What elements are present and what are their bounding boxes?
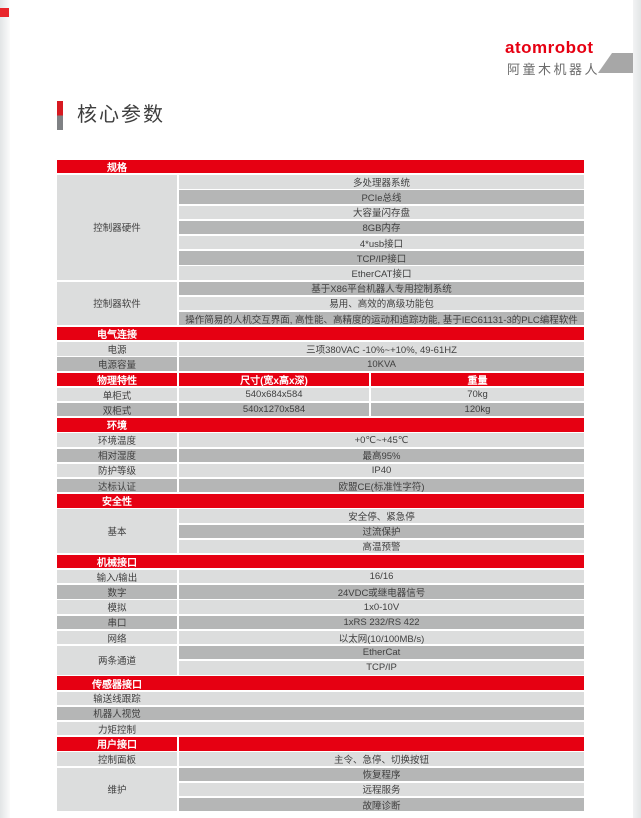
spec-label: 串口 <box>57 615 177 630</box>
page-left-margin <box>0 0 10 818</box>
spec-value: 70kg <box>371 387 584 402</box>
spec-value: 三项380VAC -10%~+10%, 49-61HZ <box>179 342 584 356</box>
section-header-cell: 重量 <box>371 372 584 387</box>
section-header-cell: 用户接口 <box>57 737 177 751</box>
section-header: 传感器接口 <box>57 676 584 690</box>
spec-value: 24VDC或继电器信号 <box>179 585 584 599</box>
spec-value: 故障诊断 <box>179 797 584 812</box>
spec-label: 电源容量 <box>57 357 177 371</box>
brand-logo-cn: 阿童木机器人 <box>507 62 601 77</box>
section-environment: 环境 环境温度 +0℃~+45℃ 相对湿度 最高95% 防护等级 IP40 达标认证 欧盟CE(… <box>57 418 584 493</box>
spec-value: 远程服务 <box>179 782 584 797</box>
spec-label: 两条通道 <box>57 646 177 675</box>
spec-value: 10KVA <box>179 357 584 371</box>
spec-value: 大容量闪存盘 <box>179 205 584 219</box>
spec-label: 控制器软件 <box>57 281 177 326</box>
section-electrical: 电气连接 电源 三项380VAC -10%~+10%, 49-61HZ 电源容量 10K… <box>57 327 584 371</box>
spec-label: 模拟 <box>57 600 177 614</box>
spec-label: 数字 <box>57 585 177 599</box>
spec-value: 高温预警 <box>179 539 584 554</box>
spec-row: 力矩控制 <box>57 721 584 736</box>
spec-label: 电源 <box>57 342 177 356</box>
spec-value: EtherCAT接口 <box>179 266 584 280</box>
spec-value: 基于X86平台机器人专用控制系统 <box>179 281 584 295</box>
spec-value: 120kg <box>371 403 584 417</box>
title-block: 核心参数 <box>57 101 165 130</box>
deco-parallelogram-icon <box>598 53 633 73</box>
section-header: 环境 <box>57 418 584 432</box>
section-header-label: 环境 <box>107 421 127 432</box>
spec-label: 输送线跟踪 <box>93 694 141 705</box>
spec-value: 易用、高效的高级功能包 <box>179 296 584 311</box>
page-right-margin <box>633 0 641 818</box>
spec-value: TCP/IP <box>179 661 584 675</box>
spec-value: 欧盟CE(标准性字符) <box>179 478 584 493</box>
section-physical: 物理特性 尺寸(宽x高x深) 重量单柜式 540x684x584 70kg 双柜式 540x… <box>57 372 584 417</box>
spec-label: 控制器硬件 <box>57 175 177 280</box>
spec-value: 恢复程序 <box>179 767 584 781</box>
spec-label: 维护 <box>57 767 177 812</box>
section-mechanical: 机械接口 输入/输出 16/16 数字 24VDC或继电器信号 模拟 1x0-10V 串口 1x… <box>57 554 584 675</box>
spec-value: 单柜式 <box>57 387 177 402</box>
spec-value: 安全停、紧急停 <box>179 509 584 523</box>
spec-label: 控制面板 <box>57 752 177 766</box>
section-header-label: 电气连接 <box>97 330 137 341</box>
spec-value: 1xRS 232/RS 422 <box>179 615 584 630</box>
spec-value: 16/16 <box>179 570 584 584</box>
section-header-cell: 物理特性 <box>57 372 177 387</box>
section-header: 电气连接 <box>57 327 584 341</box>
spec-value: 主令、急停、切换按钮 <box>179 752 584 766</box>
section-header: 规格 <box>57 160 584 174</box>
section-header-cell <box>179 737 584 751</box>
spec-label: 达标认证 <box>57 478 177 493</box>
page-title: 核心参数 <box>77 104 165 126</box>
section-header: 机械接口 <box>57 554 584 569</box>
cursor-marker-icon <box>0 8 9 17</box>
section-user: 用户接口 控制面板 主令、急停、切换按钮 维护 恢复程序 远程服务 故障诊断 <box>57 737 584 812</box>
spec-label: 输入/输出 <box>57 570 177 584</box>
spec-label: 网络 <box>57 630 177 645</box>
section-sensor: 传感器接口输送线跟踪机器人视觉力矩控制 <box>57 676 584 736</box>
spec-label: 力矩控制 <box>97 724 136 736</box>
section-header-label: 规格 <box>107 163 127 174</box>
spec-value: TCP/IP接口 <box>179 251 584 265</box>
section-safety: 安全性 基本 安全停、紧急停 过流保护 高温预警 <box>57 494 584 554</box>
spec-label: 相对湿度 <box>57 448 177 462</box>
spec-value: 540x1270x584 <box>179 403 369 417</box>
spec-value: 多处理器系统 <box>179 175 584 189</box>
spec-value: 1x0-10V <box>179 600 584 614</box>
spec-label: 机器人视觉 <box>93 709 141 721</box>
spec-label: 防护等级 <box>57 463 177 478</box>
spec-value: IP40 <box>179 463 584 478</box>
section-spec: 规格 控制器硬件 多处理器系统 PCIe总线 大容量闪存盘 8GB内存 4*usb接口 TCP… <box>57 160 584 326</box>
spec-label: 环境温度 <box>57 433 177 447</box>
spec-value: EtherCat <box>179 646 584 660</box>
spec-row: 输送线跟踪 <box>57 691 584 705</box>
spec-value: 双柜式 <box>57 403 177 417</box>
spec-value: 8GB内存 <box>179 220 584 235</box>
spec-value: 540x684x584 <box>179 387 369 402</box>
spec-value: +0℃~+45℃ <box>179 433 584 447</box>
spec-table: 规格 控制器硬件 多处理器系统 PCIe总线 大容量闪存盘 8GB内存 4*usb接口 TCP… <box>57 160 584 813</box>
section-header: 安全性 <box>57 494 584 508</box>
spec-value: 过流保护 <box>179 524 584 538</box>
title-accent-bar <box>57 101 63 130</box>
spec-value: 最高95% <box>179 448 584 462</box>
spec-value: 4*usb接口 <box>179 235 584 250</box>
section-header-label: 安全性 <box>102 497 132 508</box>
spec-value: 以太网(10/100MB/s) <box>179 630 584 645</box>
spec-row: 机器人视觉 <box>57 706 584 721</box>
brand-logo: atomrobot <box>505 38 594 57</box>
section-header-label: 机械接口 <box>97 558 137 569</box>
spec-value: 操作简易的人机交互界面, 高性能、高精度的运动和追踪功能, 基于IEC61131… <box>179 311 584 326</box>
spec-label: 基本 <box>57 509 177 554</box>
section-header-cell: 尺寸(宽x高x深) <box>179 372 369 387</box>
spec-value: PCIe总线 <box>179 190 584 204</box>
section-header-label: 传感器接口 <box>92 679 142 690</box>
